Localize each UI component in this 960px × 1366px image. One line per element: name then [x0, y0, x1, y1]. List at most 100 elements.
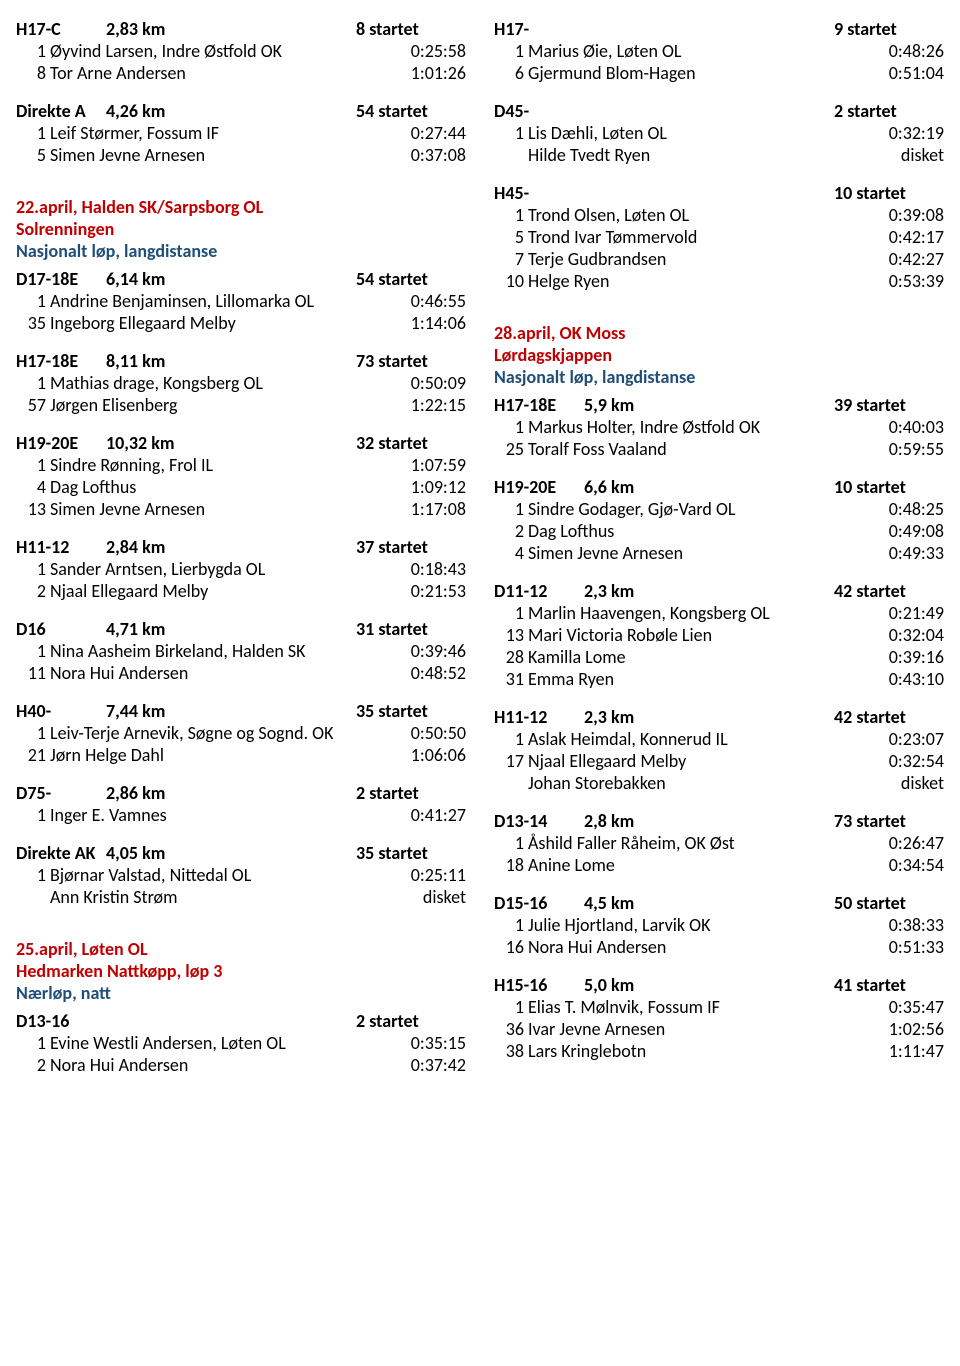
result-time: 1:01:26: [388, 62, 466, 84]
result-time: 0:32:04: [866, 624, 944, 646]
result-row: 4Simen Jevne Arnesen0:49:33: [494, 542, 944, 564]
result-name: Anine Lome: [528, 854, 866, 876]
result-row: 1Sindre Rønning, Frol IL1:07:59: [16, 454, 466, 476]
result-time: 0:37:42: [388, 1054, 466, 1076]
class-code: Direkte A: [16, 100, 106, 122]
event-subtitle-2: Nasjonalt løp, langdistanse: [494, 366, 944, 388]
class-started: 41 startet: [834, 974, 944, 996]
result-time: 1:07:59: [388, 454, 466, 476]
result-position: 7: [494, 248, 528, 270]
result-position: 1: [16, 722, 50, 744]
result-time: 0:51:04: [866, 62, 944, 84]
class-header: D13-142,8 km73 startet: [494, 810, 944, 832]
result-position: 1: [494, 914, 528, 936]
result-position: 57: [16, 394, 50, 416]
result-position: 1: [16, 640, 50, 662]
class-started: 42 startet: [834, 580, 944, 602]
result-name: Evine Westli Andersen, Løten OL: [50, 1032, 388, 1054]
result-name: Dag Lofthus: [50, 476, 388, 498]
result-name: Helge Ryen: [528, 270, 866, 292]
result-name: Hilde Tvedt Ryen: [528, 144, 866, 166]
result-position: 13: [16, 498, 50, 520]
result-name: Johan Storebakken: [528, 772, 866, 794]
class-code: H19-20E: [494, 476, 584, 498]
result-name: Bjørnar Valstad, Nittedal OL: [50, 864, 388, 886]
class-distance: 2,84 km: [106, 536, 356, 558]
result-position: 10: [494, 270, 528, 292]
result-row: 11Nora Hui Andersen0:48:52: [16, 662, 466, 684]
result-name: Sindre Godager, Gjø-Vard OL: [528, 498, 866, 520]
result-position: 5: [494, 226, 528, 248]
result-row: 10Helge Ryen0:53:39: [494, 270, 944, 292]
result-name: Njaal Ellegaard Melby: [528, 750, 866, 772]
class-header: D15-164,5 km50 startet: [494, 892, 944, 914]
result-row: 1Julie Hjortland, Larvik OK0:38:33: [494, 914, 944, 936]
class-code: H17-C: [16, 18, 106, 40]
result-row: 1Nina Aasheim Birkeland, Halden SK0:39:4…: [16, 640, 466, 662]
event-subtitle-2: Nasjonalt løp, langdistanse: [16, 240, 466, 262]
class-started: 2 startet: [356, 782, 466, 804]
result-position: 21: [16, 744, 50, 766]
result-position: 1: [16, 372, 50, 394]
result-name: Leiv-Terje Arnevik, Søgne og Sognd. OK: [50, 722, 388, 744]
result-position: [494, 144, 528, 166]
result-time: 0:27:44: [388, 122, 466, 144]
class-distance: 4,5 km: [584, 892, 834, 914]
result-row: 2Dag Lofthus0:49:08: [494, 520, 944, 542]
event-subtitle-1: Solrenningen: [16, 218, 466, 240]
class-header: H40-7,44 km35 startet: [16, 700, 466, 722]
result-time: 0:32:54: [866, 750, 944, 772]
result-position: 1: [494, 416, 528, 438]
class-started: 73 startet: [356, 350, 466, 372]
result-name: Ann Kristin Strøm: [50, 886, 388, 908]
class-header: H17-18E5,9 km39 startet: [494, 394, 944, 416]
result-time: 1:22:15: [388, 394, 466, 416]
result-position: 1: [494, 996, 528, 1018]
result-time: 0:51:33: [866, 936, 944, 958]
result-name: Nina Aasheim Birkeland, Halden SK: [50, 640, 388, 662]
result-name: Markus Holter, Indre Østfold OK: [528, 416, 866, 438]
class-distance: 2,3 km: [584, 580, 834, 602]
class-started: 31 startet: [356, 618, 466, 640]
class-distance: [584, 182, 834, 204]
event-date: 22.april,: [16, 196, 77, 218]
result-name: Julie Hjortland, Larvik OK: [528, 914, 866, 936]
class-header: H17-9 startet: [494, 18, 944, 40]
class-code: D15-16: [494, 892, 584, 914]
result-name: Lis Dæhli, Løten OL: [528, 122, 866, 144]
result-time: 0:42:27: [866, 248, 944, 270]
result-position: 1: [494, 728, 528, 750]
result-position: 31: [494, 668, 528, 690]
event-title: 25.april, Løten OL: [16, 938, 466, 960]
result-time: 0:50:50: [388, 722, 466, 744]
result-time: disket: [388, 886, 466, 908]
class-header: D17-18E6,14 km54 startet: [16, 268, 466, 290]
result-time: 0:21:53: [388, 580, 466, 602]
result-position: 8: [16, 62, 50, 84]
class-distance: [584, 18, 834, 40]
result-row: 1Marius Øie, Løten OL0:48:26: [494, 40, 944, 62]
result-row: 1Leiv-Terje Arnevik, Søgne og Sognd. OK0…: [16, 722, 466, 744]
result-name: Elias T. Mølnvik, Fossum IF: [528, 996, 866, 1018]
result-row: 1Åshild Faller Råheim, OK Øst0:26:47: [494, 832, 944, 854]
event-name: OK Moss: [555, 322, 625, 344]
class-code: D13-16: [16, 1010, 106, 1032]
result-row: 4Dag Lofthus1:09:12: [16, 476, 466, 498]
class-header: H11-122,3 km42 startet: [494, 706, 944, 728]
class-started: 9 startet: [834, 18, 944, 40]
result-time: 0:35:47: [866, 996, 944, 1018]
result-position: 25: [494, 438, 528, 460]
event-subtitle-2: Nærløp, natt: [16, 982, 466, 1004]
class-distance: 2,3 km: [584, 706, 834, 728]
result-name: Gjermund Blom-Hagen: [528, 62, 866, 84]
class-distance: 5,0 km: [584, 974, 834, 996]
result-name: Jørgen Elisenberg: [50, 394, 388, 416]
class-distance: 4,26 km: [106, 100, 356, 122]
result-time: 1:14:06: [388, 312, 466, 334]
result-name: Nora Hui Andersen: [528, 936, 866, 958]
result-name: Emma Ryen: [528, 668, 866, 690]
class-started: 42 startet: [834, 706, 944, 728]
result-position: 1: [494, 498, 528, 520]
result-position: 1: [494, 40, 528, 62]
class-code: H17-18E: [16, 350, 106, 372]
